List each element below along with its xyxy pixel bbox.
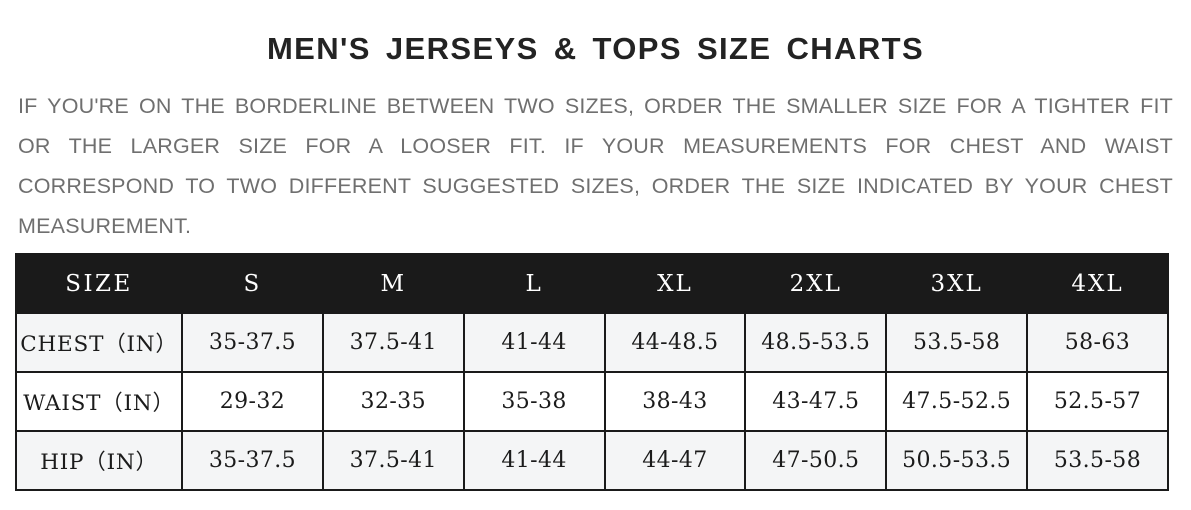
column-header-m: M [321, 253, 465, 314]
page-title: MEN'S JERSEYS & TOPS SIZE CHARTS [266, 31, 925, 66]
cell-waist-m: 32-35 [321, 371, 465, 432]
cell-waist-s: 29-32 [181, 371, 324, 432]
cell-hip-3xl: 50.5-53.5 [885, 430, 1029, 491]
column-header-size: SIZE [15, 253, 183, 314]
cell-hip-s: 35-37.5 [181, 430, 324, 491]
table-header-row: SIZE S M L XL 2XL 3XL 4XL [15, 253, 1169, 314]
cell-chest-xl: 44-48.5 [603, 312, 747, 373]
table-row: CHEST（IN） 35-37.5 37.5-41 41-44 44-48.5 … [15, 312, 1169, 373]
table-body: CHEST（IN） 35-37.5 37.5-41 41-44 44-48.5 … [15, 312, 1169, 491]
cell-chest-m: 37.5-41 [321, 312, 465, 373]
cell-chest-s: 35-37.5 [181, 312, 324, 373]
row-label-waist: WAIST（IN） [15, 371, 183, 432]
cell-hip-4xl: 53.5-58 [1026, 430, 1169, 491]
column-header-l: L [462, 253, 606, 314]
cell-hip-2xl: 47-50.5 [744, 430, 888, 491]
column-header-3xl: 3XL [885, 253, 1029, 314]
cell-waist-l: 35-38 [462, 371, 606, 432]
table-row: WAIST（IN） 29-32 32-35 35-38 38-43 43-47.… [15, 371, 1169, 432]
column-header-xl: XL [603, 253, 747, 314]
cell-chest-4xl: 58-63 [1026, 312, 1169, 373]
cell-chest-l: 41-44 [462, 312, 606, 373]
column-header-s: S [181, 253, 324, 314]
cell-waist-xl: 38-43 [603, 371, 747, 432]
cell-hip-m: 37.5-41 [321, 430, 465, 491]
cell-chest-3xl: 53.5-58 [885, 312, 1029, 373]
cell-waist-2xl: 43-47.5 [744, 371, 888, 432]
cell-hip-l: 41-44 [462, 430, 606, 491]
cell-hip-xl: 44-47 [603, 430, 747, 491]
size-table: SIZE S M L XL 2XL 3XL 4XL CHEST（IN） 35-3… [15, 253, 1169, 491]
cell-chest-2xl: 48.5-53.5 [744, 312, 888, 373]
cell-waist-3xl: 47.5-52.5 [885, 371, 1029, 432]
size-table-container: SIZE S M L XL 2XL 3XL 4XL CHEST（IN） 35-3… [15, 253, 1169, 491]
row-label-chest: CHEST（IN） [15, 312, 183, 373]
column-header-2xl: 2XL [744, 253, 888, 314]
cell-waist-4xl: 52.5-57 [1026, 371, 1169, 432]
intro-paragraph: IF YOU'RE ON THE BORDERLINE BETWEEN TWO … [18, 94, 1173, 238]
row-label-hip: HIP（IN） [15, 430, 183, 491]
table-header: SIZE S M L XL 2XL 3XL 4XL [15, 253, 1169, 314]
table-row: HIP（IN） 35-37.5 37.5-41 41-44 44-47 47-5… [15, 430, 1169, 491]
column-header-4xl: 4XL [1026, 253, 1169, 314]
